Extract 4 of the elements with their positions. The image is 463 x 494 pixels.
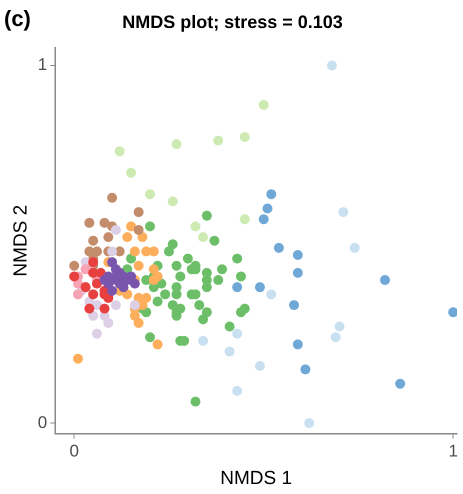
text: (c) — [4, 6, 31, 32]
y-axis-title: NMDS 2 — [10, 204, 32, 277]
x-axis-title: NMDS 1 — [220, 468, 292, 489]
chart-title: NMDS plot; stress = 0.103 — [122, 12, 343, 32]
